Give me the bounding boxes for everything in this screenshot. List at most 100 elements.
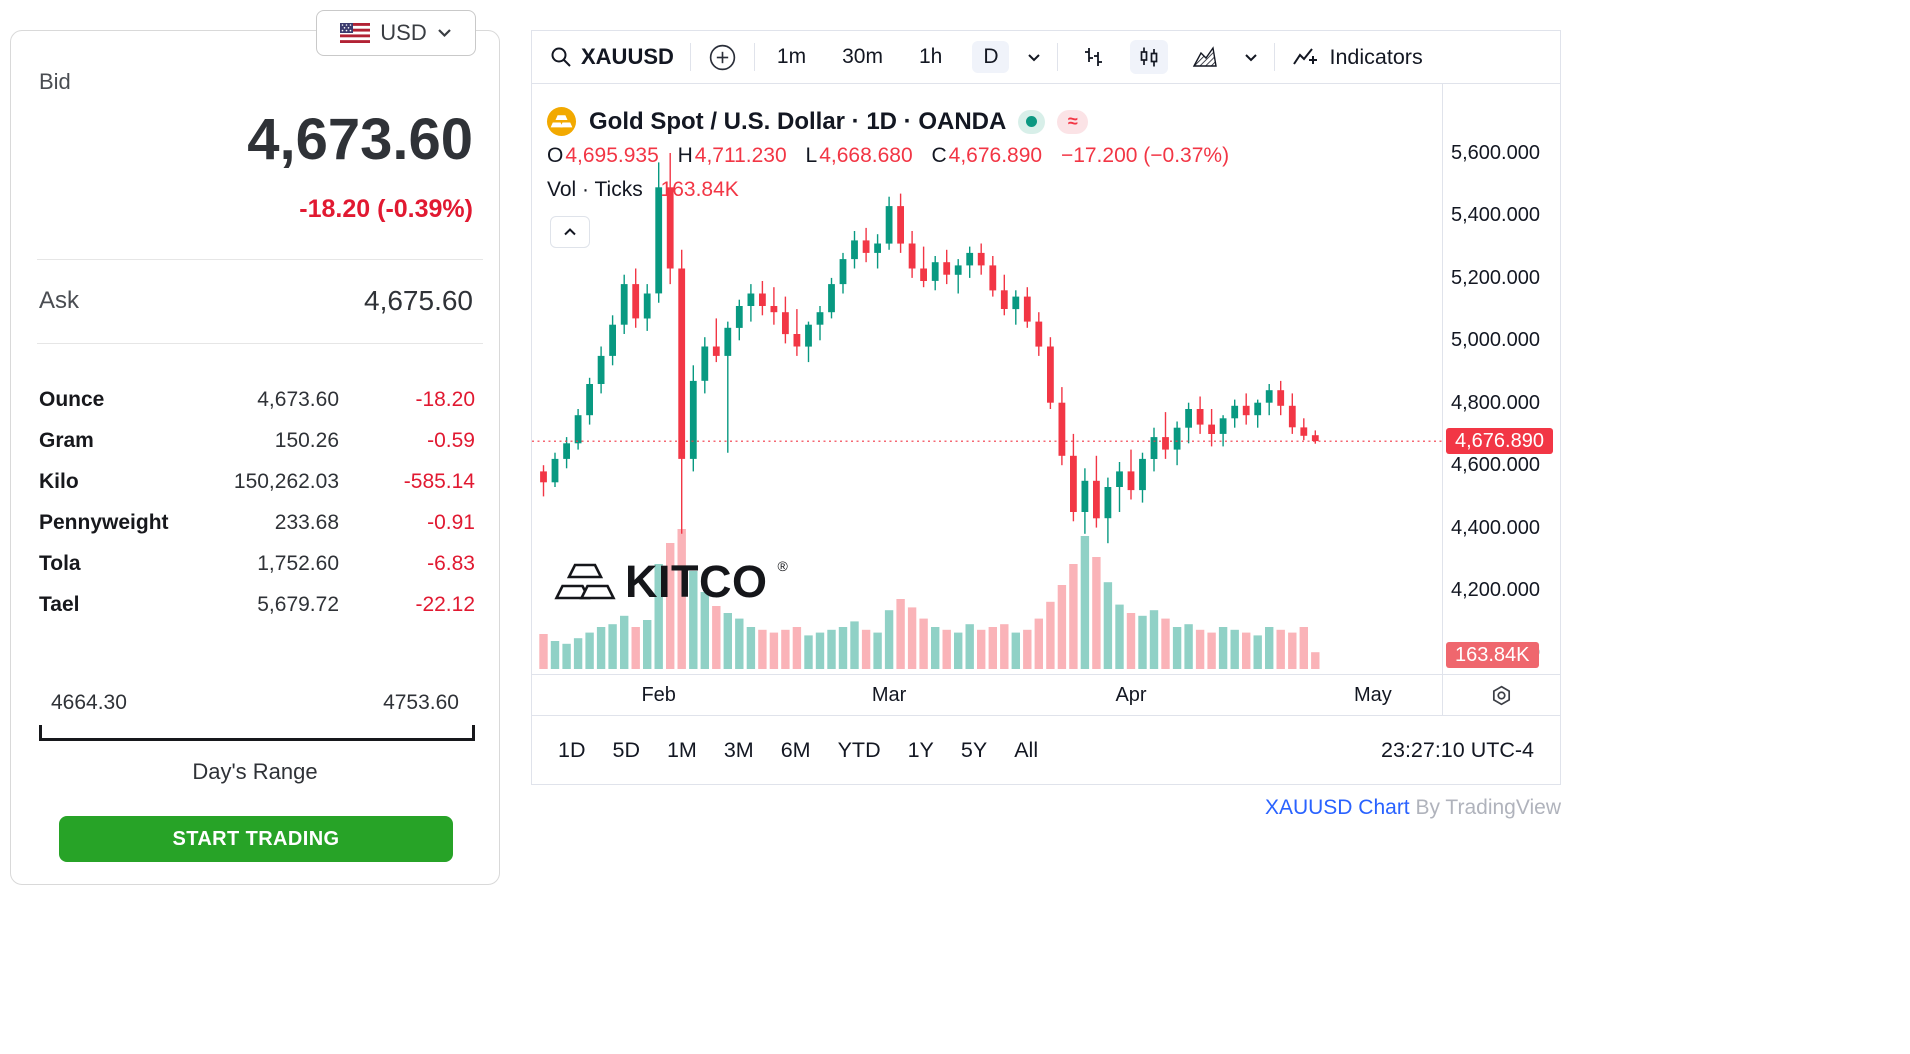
open-value: 4,695.935	[565, 144, 659, 167]
toolbar-divider	[689, 43, 691, 71]
unit-price: 4,673.60	[257, 387, 339, 411]
unit-row-tola: Tola 1,752.60 -6.83	[11, 543, 499, 584]
unit-label: Tola	[39, 551, 81, 575]
day-range-low: 4664.30	[51, 691, 127, 714]
unit-price-table: Ounce 4,673.60 -18.20 Gram 150.26 -0.59 Kilo 15…	[11, 379, 499, 625]
ask-price: 4,675.60	[364, 285, 473, 316]
time-axis-label-feb: Feb	[641, 684, 676, 706]
candles-style-icon[interactable]	[1130, 40, 1169, 74]
gear-icon[interactable]	[1490, 684, 1513, 707]
registered-mark: ®	[777, 558, 788, 574]
unit-change: -0.91	[427, 510, 475, 534]
range-button-ytd[interactable]: YTD	[837, 737, 881, 762]
currency-label: USD	[380, 20, 427, 45]
volume-badge: 163.84K	[1446, 642, 1539, 668]
range-button-3m[interactable]: 3M	[723, 737, 754, 762]
market-status-dot-icon[interactable]	[1018, 109, 1046, 134]
gold-circle-icon	[546, 106, 577, 137]
low-label: L	[805, 144, 818, 167]
area-style-icon[interactable]	[1186, 40, 1224, 74]
unit-change: -6.83	[427, 551, 475, 575]
symbol-search[interactable]: XAUUSD	[550, 44, 674, 70]
price-axis-label: 5,400.000	[1451, 204, 1540, 227]
volume-row: Vol · Ticks 163.84K	[547, 178, 739, 202]
ohlc-values: O4,695.935 H4,711.230 L4,668.680 C4,676.…	[547, 144, 1229, 168]
range-button-6m[interactable]: 6M	[780, 737, 811, 762]
unit-row-kilo: Kilo 150,262.03 -585.14	[11, 461, 499, 502]
change-value: −17.200 (−0.37%)	[1060, 144, 1230, 167]
compare-button[interactable]	[707, 42, 738, 73]
price-axis-label: 4,400.000	[1451, 516, 1540, 539]
chart-attribution-suffix: By TradingView	[1409, 796, 1561, 819]
unit-row-ounce: Ounce 4,673.60 -18.20	[11, 379, 499, 420]
unit-price: 150.26	[274, 428, 339, 452]
chart-plot-area[interactable]: Gold Spot / U.S. Dollar · 1D · OANDA ≈ O…	[532, 84, 1442, 674]
start-trading-button[interactable]: START TRADING	[59, 816, 453, 862]
collapse-legend-button[interactable]	[550, 216, 590, 248]
kitco-wordmark: KITCO	[625, 556, 768, 607]
delayed-data-icon[interactable]: ≈	[1057, 109, 1089, 134]
axis-settings-corner	[1442, 675, 1560, 715]
currency-selector[interactable]: USD	[316, 10, 476, 56]
interval-1h[interactable]: 1h	[918, 45, 943, 68]
range-button-all[interactable]: All	[1014, 737, 1039, 762]
bars-style-icon[interactable]	[1074, 40, 1112, 74]
style-menu-chevron-icon[interactable]	[1244, 53, 1258, 62]
day-range-high: 4753.60	[383, 691, 459, 714]
chart-attribution-link[interactable]: XAUUSD Chart	[1264, 796, 1410, 819]
unit-row-tael: Tael 5,679.72 -22.12	[11, 584, 499, 625]
indicators-icon	[1291, 44, 1319, 70]
range-button-1m[interactable]: 1M	[666, 737, 697, 762]
chart-toolbar: XAUUSD 1m 30m 1h D	[532, 31, 1560, 84]
chevron-up-icon	[563, 228, 577, 236]
ask-row: Ask 4,675.60	[39, 279, 473, 323]
interval-30m[interactable]: 30m	[842, 45, 883, 68]
range-button-1d[interactable]: 1D	[558, 737, 586, 762]
unit-label: Ounce	[39, 387, 105, 411]
chart-title[interactable]: Gold Spot / U.S. Dollar · 1D · OANDA	[589, 107, 1007, 135]
open-label: O	[547, 144, 564, 167]
ask-label: Ask	[39, 287, 80, 314]
indicators-button[interactable]: Indicators	[1291, 44, 1423, 70]
interval-d[interactable]: D	[972, 41, 1010, 73]
price-axis-label: 5,600.000	[1451, 142, 1540, 164]
kitco-watermark: KITCO ®	[554, 556, 788, 608]
chart-clock[interactable]: 23:27:10 UTC-4	[1381, 737, 1534, 762]
interval-1m[interactable]: 1m	[776, 45, 807, 68]
bid-label: Bid	[39, 69, 71, 94]
price-axis-label: 4,200.000	[1451, 579, 1540, 601]
price-axis[interactable]: 4,676.890 163.84K 5,600.000 5,400.000 5,20…	[1442, 84, 1560, 674]
high-label: H	[677, 144, 693, 167]
unit-label: Pennyweight	[39, 510, 169, 534]
range-button-1y[interactable]: 1Y	[907, 737, 934, 762]
price-axis-label: 5,000.000	[1451, 329, 1540, 352]
volume-value: 163.84K	[660, 178, 739, 201]
unit-change: -18.20	[415, 387, 475, 411]
unit-price: 1,752.60	[257, 551, 339, 575]
chart-legend: Gold Spot / U.S. Dollar · 1D · OANDA ≈	[546, 106, 1089, 137]
bid-change: -18.20 (-0.39%)	[299, 195, 473, 223]
range-button-5d[interactable]: 5D	[612, 737, 640, 762]
candlestick-chart[interactable]	[532, 84, 1442, 674]
day-range-values: 4664.30 4753.60	[51, 691, 459, 715]
range-button-5y[interactable]: 5Y	[960, 737, 988, 762]
tradingview-chart-widget: XAUUSD 1m 30m 1h D	[531, 30, 1561, 785]
interval-menu-chevron-icon[interactable]	[1027, 53, 1041, 62]
unit-change: -22.12	[415, 592, 475, 616]
time-axis-label-apr: Apr	[1115, 684, 1147, 706]
tradingview-attribution: XAUUSD Chart By TradingView	[531, 796, 1561, 820]
unit-price: 150,262.03	[233, 469, 339, 493]
symbol-text: XAUUSD	[581, 44, 674, 69]
time-axis[interactable]: Feb Mar Apr May	[532, 675, 1442, 715]
price-axis-label: 5,200.000	[1451, 266, 1540, 289]
time-axis-label-may: May	[1353, 684, 1392, 706]
unit-change: -585.14	[403, 469, 475, 493]
chart-bottom-bar: 1D 5D 1M 3M 6M YTD 1Y 5Y All 23:27:10 UTC-4	[532, 715, 1560, 784]
toolbar-divider	[753, 43, 755, 71]
unit-price: 233.68	[274, 510, 339, 534]
chart-style-group	[1074, 40, 1258, 74]
unit-change: -0.59	[427, 428, 475, 452]
toolbar-divider	[1057, 43, 1059, 71]
day-range-label: Day's Range	[192, 759, 318, 784]
unit-price: 5,679.72	[257, 592, 339, 616]
